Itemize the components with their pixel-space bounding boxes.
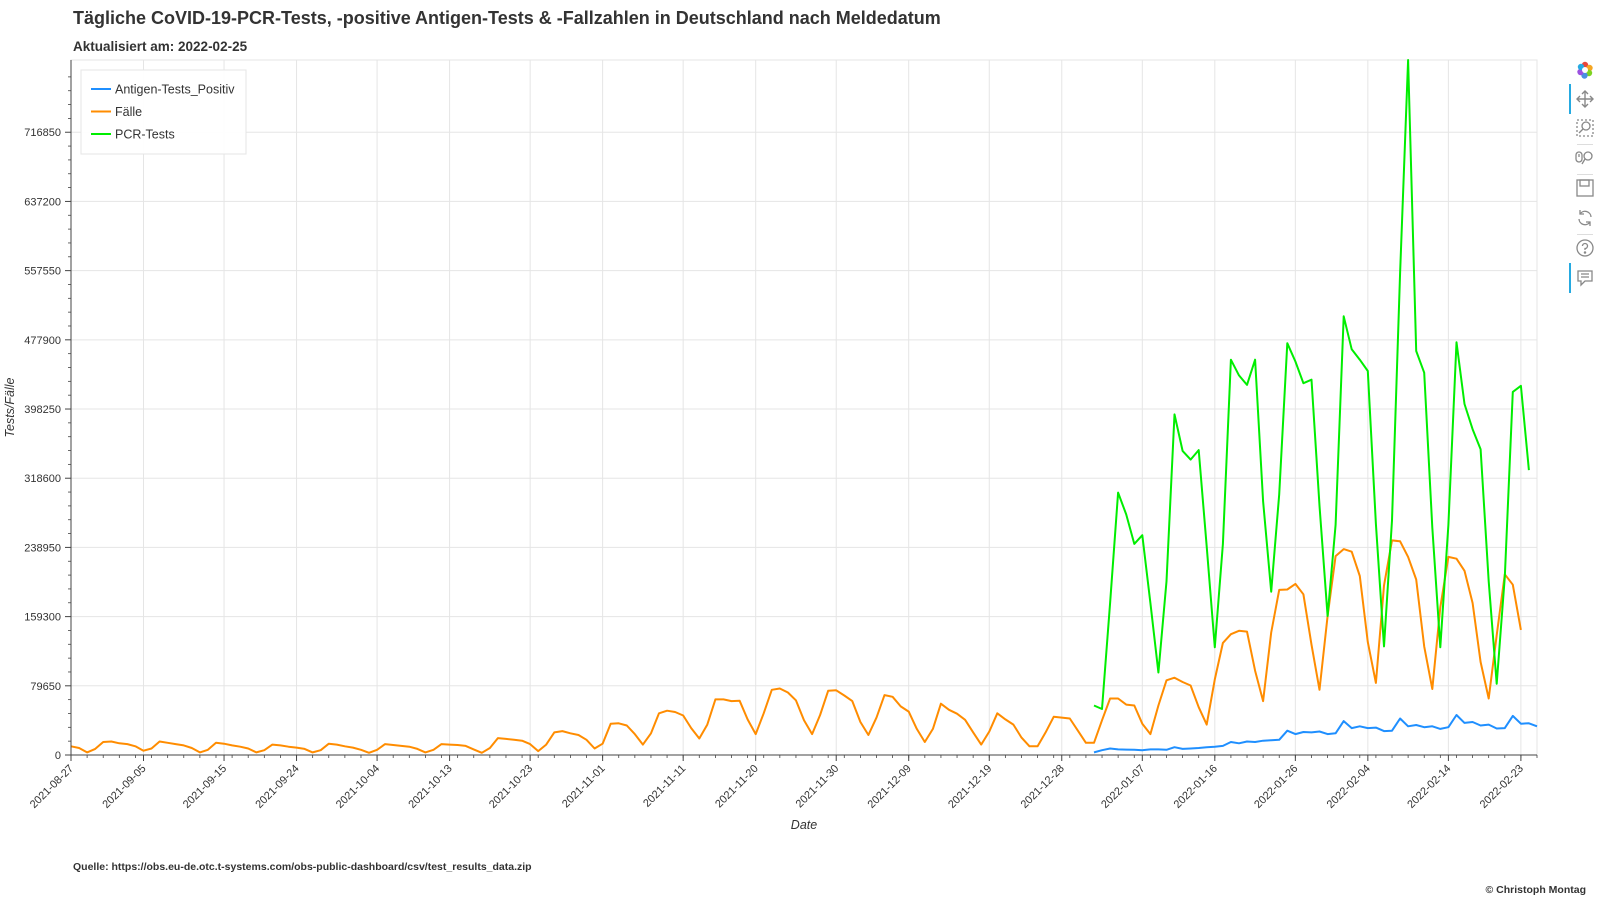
y-tick-label: 716850 <box>24 127 61 139</box>
x-tick-label: 2021-10-13 <box>406 763 454 811</box>
source-note: Quelle: https://obs.eu-de.otc.t-systems.… <box>73 861 532 873</box>
y-tick-label: 398250 <box>24 404 61 416</box>
axes-layer: 0 79650 159300 238950 318600 398250 477900 5575… <box>3 60 1538 832</box>
x-tick-label: 2022-02-23 <box>1478 763 1526 811</box>
y-tick-label: 79650 <box>30 681 61 693</box>
x-tick-label: 2021-11-30 <box>794 763 842 811</box>
x-tick-label: 2022-01-07 <box>1099 763 1147 811</box>
credit-note: © Christoph Montag <box>1485 884 1586 896</box>
x-axis-label: Date <box>791 818 817 832</box>
x-tick-label: 2021-10-04 <box>334 763 382 811</box>
hover-icon[interactable] <box>1573 266 1597 290</box>
x-tick-label: 2022-01-26 <box>1252 763 1300 811</box>
x-tick-label: 2021-11-01 <box>560 763 608 811</box>
y-tick-label: 159300 <box>24 612 61 624</box>
y-tick-label: 557550 <box>24 266 61 278</box>
y-tick-label: 318600 <box>24 473 61 485</box>
chart-subtitle: Aktualisiert am: 2022-02-25 <box>73 39 248 54</box>
x-tick-label: 2022-02-04 <box>1325 763 1373 811</box>
x-tick-label: 2021-12-09 <box>866 763 914 811</box>
y-tick-label: 477900 <box>24 335 61 347</box>
series-faelle-line <box>70 539 1522 754</box>
box-zoom-icon[interactable] <box>1573 116 1597 140</box>
x-tick-label: 2021-09-24 <box>253 763 301 811</box>
wheel-zoom-icon[interactable] <box>1573 146 1597 170</box>
x-tick-label: 2021-08-27 <box>28 763 76 811</box>
plot-frame <box>70 59 1538 756</box>
series-pcr-line <box>1093 59 1530 710</box>
y-axis-label: Tests/Fälle <box>3 377 17 437</box>
y-tick-label: 637200 <box>24 196 61 208</box>
chart-title: Tägliche CoVID-19-PCR-Tests, -positive A… <box>73 8 941 28</box>
y-tick-label: 238950 <box>24 542 61 554</box>
x-tick-label: 2021-11-20 <box>713 763 761 811</box>
save-icon[interactable] <box>1573 176 1597 200</box>
bokeh-logo-icon[interactable] <box>1573 58 1597 82</box>
x-tick-label: 2021-12-28 <box>1019 763 1067 811</box>
x-tick-label: 2021-09-05 <box>100 763 148 811</box>
help-icon[interactable] <box>1573 236 1597 260</box>
x-tick-label: 2021-11-11 <box>641 763 688 810</box>
y-tick-label: 0 <box>55 750 61 762</box>
series-layer <box>70 59 1538 754</box>
series-antigen-line <box>1093 714 1538 754</box>
x-tick-label: 2021-12-19 <box>946 763 994 811</box>
grid-layer <box>70 59 1538 756</box>
x-tick-label: 2021-10-23 <box>487 763 535 811</box>
legend-label: Fälle <box>115 105 142 119</box>
legend[interactable]: Antigen-Tests_Positiv Fälle PCR-Tests <box>80 69 247 155</box>
x-tick-label: 2021-09-15 <box>181 763 229 811</box>
reset-icon[interactable] <box>1573 206 1597 230</box>
plot-area[interactable]: 0 79650 159300 238950 318600 398250 477900 5575… <box>0 0 1568 850</box>
x-tick-label: 2022-01-16 <box>1172 763 1220 811</box>
x-tick-label: 2022-02-14 <box>1405 763 1453 811</box>
legend-label: PCR-Tests <box>115 128 175 142</box>
pan-icon[interactable] <box>1573 87 1597 111</box>
legend-label: Antigen-Tests_Positiv <box>115 83 235 97</box>
